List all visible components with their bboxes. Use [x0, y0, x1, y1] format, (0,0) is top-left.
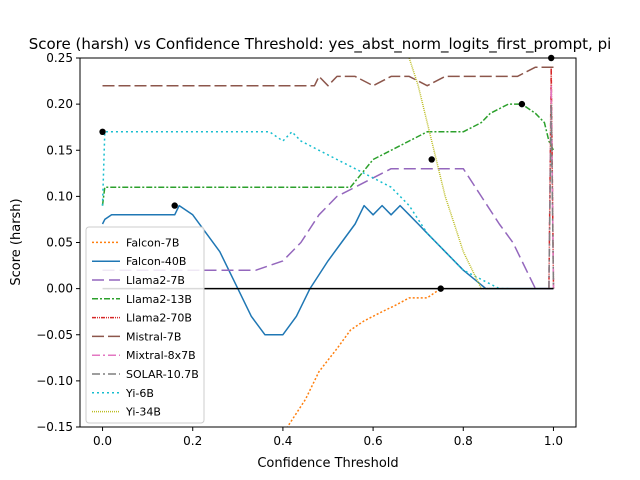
legend-label-llama2-13b: Llama2-13B — [126, 293, 192, 306]
x-axis-ticks: 0.0 0.2 0.4 0.6 0.8 1.0 — [93, 427, 563, 448]
series-line-llama2-13b — [101, 103, 555, 206]
legend-label-yi-6b: Yi-6B — [125, 387, 154, 400]
x-axis-label: Confidence Threshold — [257, 456, 398, 471]
series-line-yi-34b — [408, 58, 491, 290]
y-tick-label: −0.10 — [36, 374, 73, 388]
series-line-falcon-7b — [286, 287, 442, 427]
series-line-solar-10-7b — [548, 103, 555, 289]
series-line-llama2-7b — [102, 167, 554, 290]
legend-label-falcon-40b: Falcon-40B — [126, 255, 186, 268]
legend-label-yi-34b: Yi-34B — [125, 406, 161, 419]
y-tick-label: 0.10 — [46, 189, 73, 203]
y-tick-label: 0.25 — [46, 51, 73, 65]
series-line-falcon-40b — [101, 204, 554, 336]
threshold-marker — [437, 285, 444, 292]
threshold-marker — [99, 128, 106, 135]
legend-label-solar-10-7b: SOLAR-10.7B — [126, 368, 199, 381]
y-tick-label: −0.15 — [36, 420, 73, 434]
legend-label-llama2-7b: Llama2-7B — [126, 274, 185, 287]
threshold-marker — [171, 202, 178, 209]
chart-title: Score (harsh) vs Confidence Threshold: y… — [29, 35, 612, 54]
x-tick-label: 0.8 — [454, 434, 473, 448]
y-tick-label: 0.20 — [46, 97, 73, 111]
y-tick-label: 0.15 — [46, 143, 73, 157]
y-tick-label: −0.05 — [36, 328, 73, 342]
y-axis-label: Score (harsh) — [9, 198, 24, 285]
x-tick-label: 0.2 — [183, 434, 202, 448]
marker-layer — [99, 54, 555, 292]
legend-label-falcon-7b: Falcon-7B — [126, 236, 179, 249]
x-tick-label: 0.6 — [364, 434, 383, 448]
y-axis-ticks: −0.15 −0.10 −0.05 0.00 0.05 0.10 0.15 0.20 0.25 — [36, 51, 80, 434]
legend-label-mistral-7b: Mistral-7B — [126, 330, 181, 343]
y-tick-label: 0.00 — [46, 282, 73, 296]
series-line-yi-6b — [101, 131, 509, 290]
x-tick-label: 1.0 — [544, 434, 563, 448]
x-tick-label: 0.4 — [273, 434, 292, 448]
x-tick-label: 0.0 — [93, 434, 112, 448]
threshold-marker — [518, 100, 526, 108]
y-tick-label: 0.05 — [46, 236, 73, 250]
threshold-marker — [428, 156, 435, 163]
legend: Falcon-7B Falcon-40B Llama2-7B Llama2-13B Ll… — [85, 226, 205, 424]
series-line-mistral-7b — [102, 66, 554, 87]
legend-label-llama2-70b: Llama2-70B — [126, 312, 192, 325]
legend-label-mixtral-8x7b: Mixtral-8x7B — [126, 349, 196, 362]
series-layer — [101, 58, 555, 427]
